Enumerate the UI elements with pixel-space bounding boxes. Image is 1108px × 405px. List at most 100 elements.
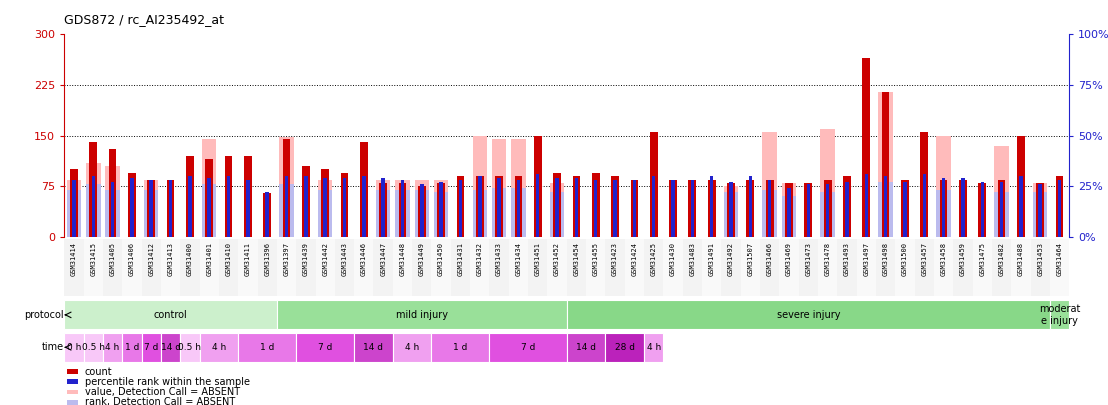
Bar — [1017, 136, 1025, 237]
Text: 1 d: 1 d — [453, 343, 468, 352]
Text: GSM31492: GSM31492 — [728, 242, 733, 276]
Text: GSM31493: GSM31493 — [844, 242, 850, 276]
Bar — [762, 132, 777, 237]
Bar — [181, 333, 199, 362]
Bar — [973, 239, 992, 296]
Bar — [396, 190, 410, 237]
Text: GSM31413: GSM31413 — [167, 242, 174, 276]
Text: GSM31415: GSM31415 — [90, 242, 96, 276]
Bar — [324, 178, 327, 237]
Bar — [786, 183, 793, 237]
Text: GSM31400: GSM31400 — [187, 242, 193, 276]
Bar — [438, 183, 445, 237]
Text: GSM31452: GSM31452 — [554, 242, 560, 276]
Bar — [683, 239, 702, 296]
Bar — [818, 239, 838, 296]
Text: GSM31411: GSM31411 — [245, 242, 250, 276]
Bar — [147, 179, 155, 237]
Bar — [142, 239, 161, 296]
Bar — [246, 180, 249, 237]
Bar — [650, 132, 657, 237]
Bar — [490, 239, 509, 296]
Bar — [144, 179, 158, 237]
Bar — [186, 156, 194, 237]
Bar — [727, 183, 735, 237]
Bar — [644, 239, 664, 296]
Bar — [492, 188, 506, 237]
Bar — [768, 180, 771, 237]
Bar — [302, 166, 310, 237]
Bar — [825, 184, 830, 237]
Bar — [820, 192, 835, 237]
Bar — [605, 239, 625, 296]
Bar — [942, 178, 945, 237]
Text: GSM31447: GSM31447 — [380, 242, 387, 276]
Bar — [804, 183, 812, 237]
Bar — [671, 180, 675, 237]
Text: 4 h: 4 h — [406, 343, 419, 352]
Text: GSM31425: GSM31425 — [650, 242, 657, 276]
Text: 14 d: 14 d — [576, 343, 596, 352]
Text: GSM31414: GSM31414 — [71, 242, 76, 276]
Bar — [318, 190, 332, 237]
Bar — [729, 182, 732, 237]
Bar — [633, 180, 636, 237]
Bar — [921, 132, 929, 237]
Bar — [418, 186, 425, 237]
Bar — [283, 139, 290, 237]
Bar — [820, 129, 835, 237]
Bar — [573, 176, 581, 237]
Bar — [431, 239, 451, 296]
Text: GSM31498: GSM31498 — [883, 242, 889, 276]
Text: mild injury: mild injury — [396, 310, 448, 320]
Bar — [393, 239, 412, 296]
Bar — [514, 176, 522, 237]
Text: 28 d: 28 d — [615, 343, 635, 352]
Bar — [644, 333, 664, 362]
Bar — [296, 239, 316, 296]
Bar — [142, 333, 161, 362]
Bar — [534, 136, 542, 237]
Bar — [64, 301, 277, 330]
Bar — [335, 239, 355, 296]
Bar — [472, 190, 488, 237]
Text: 7 d: 7 d — [521, 343, 535, 352]
Text: GSM31454: GSM31454 — [574, 242, 579, 276]
Bar — [393, 333, 431, 362]
Bar — [360, 143, 368, 237]
Bar — [86, 184, 101, 237]
Bar — [202, 139, 216, 237]
Bar — [1033, 183, 1047, 237]
Bar — [766, 179, 773, 237]
Bar — [497, 178, 501, 237]
Bar — [586, 239, 605, 296]
Text: 14 d: 14 d — [161, 343, 181, 352]
Bar — [1019, 176, 1023, 237]
Text: count: count — [84, 367, 112, 377]
Bar — [567, 301, 1050, 330]
Text: GSM31431: GSM31431 — [458, 242, 463, 276]
Text: GSM31433: GSM31433 — [496, 242, 502, 276]
Bar — [999, 182, 1004, 237]
Bar — [936, 190, 951, 237]
Bar — [594, 180, 597, 237]
Bar — [109, 149, 116, 237]
Bar — [492, 139, 506, 237]
Bar — [83, 239, 103, 296]
Bar — [64, 333, 83, 362]
Text: 1 d: 1 d — [260, 343, 275, 352]
Bar — [238, 239, 257, 296]
Bar — [459, 180, 462, 237]
Bar — [66, 400, 78, 405]
Bar — [470, 239, 490, 296]
Bar — [807, 184, 810, 237]
Bar — [862, 58, 870, 237]
Text: GSM31424: GSM31424 — [632, 242, 637, 276]
Bar — [451, 239, 470, 296]
Bar — [799, 239, 818, 296]
Bar — [1050, 239, 1069, 296]
Text: GSM31397: GSM31397 — [284, 242, 289, 276]
Bar — [414, 190, 429, 237]
Bar — [652, 176, 656, 237]
Bar — [103, 239, 122, 296]
